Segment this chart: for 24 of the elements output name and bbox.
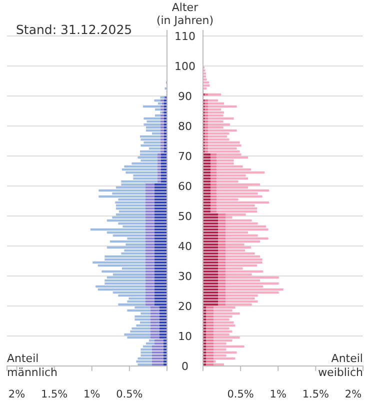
x-axis-title: Anteil weiblich [318, 352, 364, 379]
x-tick-label: 0.5% [116, 388, 143, 400]
chart-title: Stand: 31.12.2025 [16, 22, 132, 37]
y-tick-label: 70 [178, 150, 192, 163]
y-tick-label: 20 [178, 300, 192, 313]
x-tick-label: 1.5% [302, 388, 330, 400]
y-tick-label: 110 [174, 30, 196, 43]
x-tick-label: 1% [270, 388, 286, 400]
y-tick-label: 100 [174, 60, 196, 73]
y-tick-label: 0 [182, 360, 188, 373]
x-tick-label: 1% [84, 388, 100, 400]
x-tick-label: 2% [8, 388, 26, 400]
y-tick-label: 90 [178, 90, 192, 103]
y-tick-label: 30 [178, 270, 192, 283]
x-tick-label: 2% [344, 388, 362, 400]
y-tick-label: 60 [178, 180, 192, 193]
y-tick-label: 40 [178, 240, 192, 253]
y-tick-label: 10 [178, 330, 192, 343]
y-tick-label: 50 [178, 210, 192, 223]
y-axis-title: Alter (in Jahren) [156, 1, 214, 27]
y-tick-label: 80 [178, 120, 192, 133]
x-axis-title: Anteil männlich [7, 352, 58, 379]
x-tick-label: 1.5% [40, 388, 68, 400]
x-tick-label: 0.5% [227, 388, 254, 400]
